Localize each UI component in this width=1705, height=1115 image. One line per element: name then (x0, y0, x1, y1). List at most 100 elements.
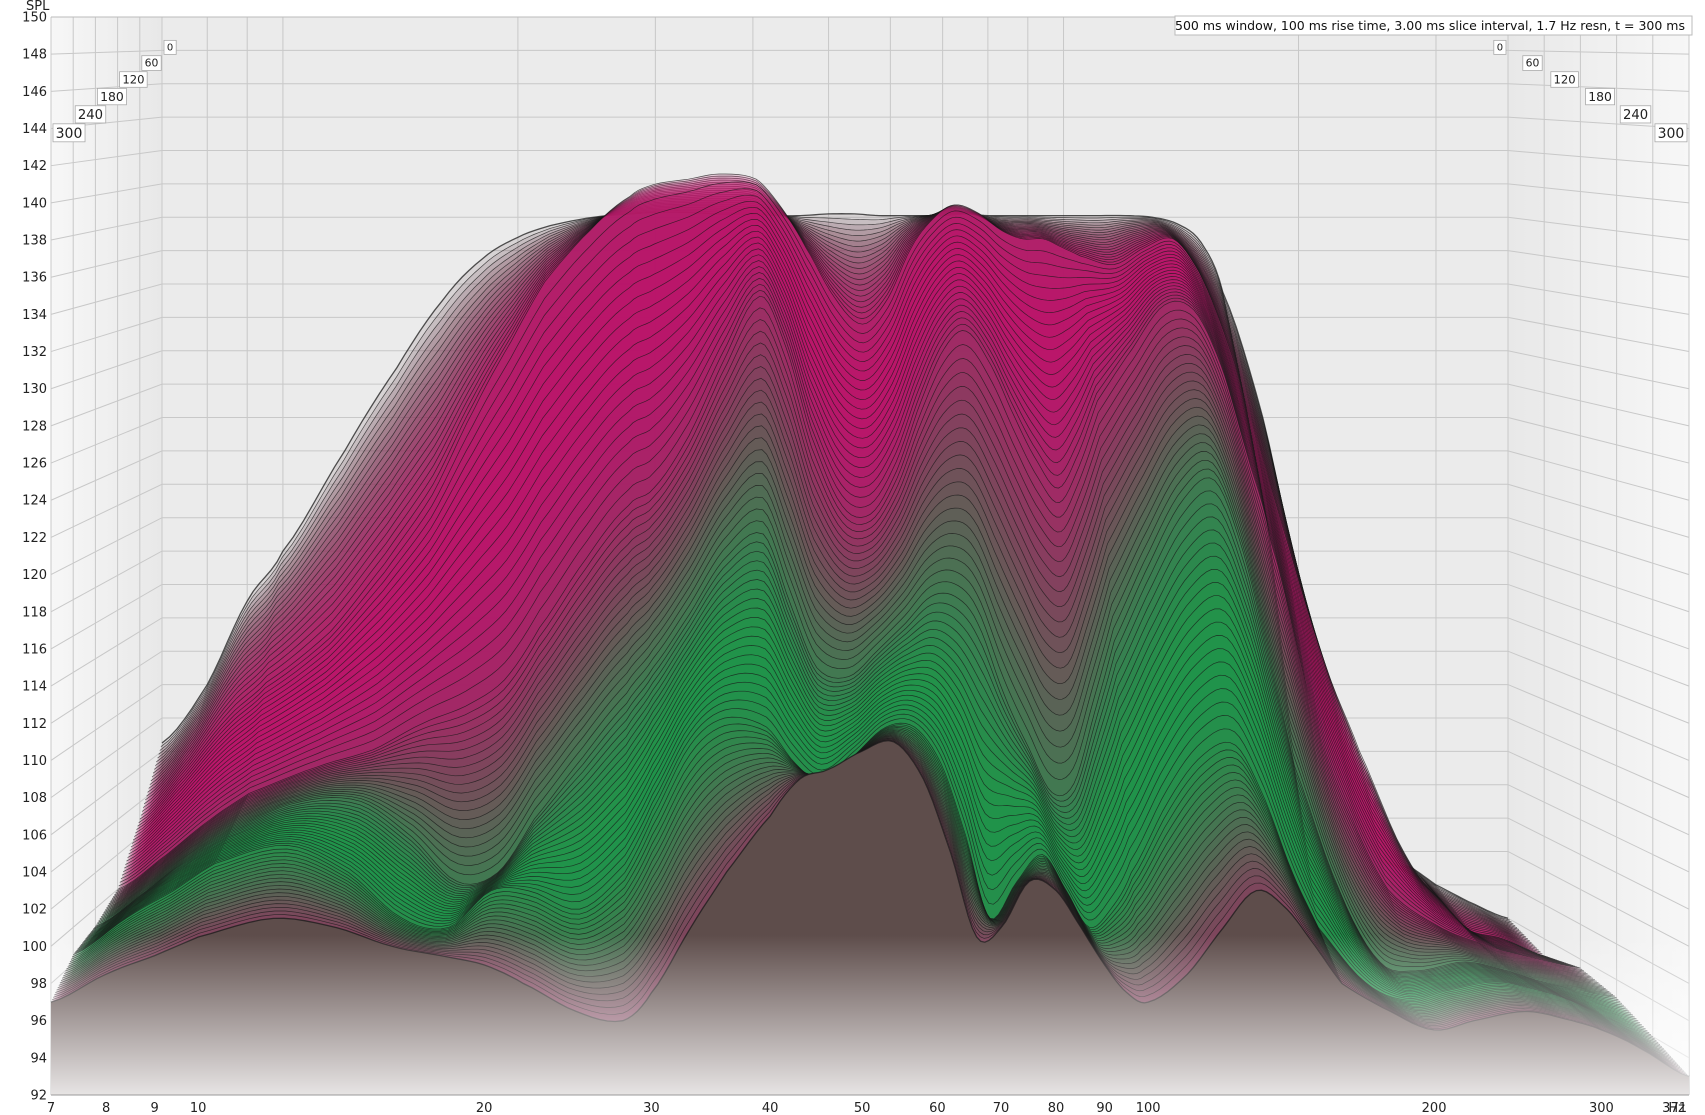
time-tick-label: 60 (1526, 57, 1540, 70)
x-tick-label: 9 (151, 1101, 159, 1115)
slice-fill (137, 188, 1548, 1010)
slice-line (96, 468, 1615, 997)
y-tick-label: 102 (22, 903, 47, 918)
x-tick-label: 40 (762, 1101, 779, 1115)
slice-line (110, 354, 1592, 978)
slice-line (131, 219, 1557, 961)
slice-line (85, 595, 1633, 1016)
slice-fill (155, 202, 1519, 992)
y-tick-label: 148 (22, 48, 47, 63)
slice-fill (142, 178, 1541, 1005)
slice-fill (126, 248, 1566, 1021)
slice-line (101, 424, 1606, 989)
slice-line (140, 175, 1543, 955)
slice-line (161, 211, 1509, 919)
slice-line (155, 201, 1519, 930)
slice-line (84, 608, 1635, 1018)
slice-fill (109, 363, 1594, 1037)
y-tick-label: 138 (22, 234, 47, 249)
slice-line (108, 371, 1595, 981)
y-tick-label: 106 (22, 828, 47, 843)
time-tick-box (1654, 123, 1688, 143)
time-tick-label: 300 (56, 126, 83, 142)
time-tick-box (141, 55, 162, 71)
slice-fill (117, 296, 1581, 1029)
slice-line (81, 635, 1639, 1022)
time-tick-box (1522, 55, 1543, 71)
slice-line (129, 230, 1561, 962)
y-tick-label: 144 (22, 122, 47, 137)
y-tick-label: 142 (22, 159, 47, 174)
slice-line (109, 363, 1594, 979)
slice-fill (156, 204, 1517, 991)
slice-fill (162, 212, 1508, 986)
annotation-box (1174, 15, 1693, 36)
slice-line (134, 206, 1554, 960)
y-tick-label: 92 (30, 1089, 47, 1104)
slice-line (115, 318, 1585, 972)
x-tick-label: 30 (643, 1101, 660, 1115)
slice-line (124, 260, 1570, 965)
annotation-text: 500 ms window, 100 ms rise time, 3.00 ms… (1175, 18, 1685, 33)
slice-line (123, 266, 1572, 966)
slice-line (111, 345, 1590, 976)
time-tick-label: 60 (145, 57, 159, 70)
x-tick-label: 371 (1662, 1101, 1687, 1115)
slice-line (147, 187, 1532, 943)
slice-fill (113, 336, 1588, 1034)
slice-line (116, 307, 1583, 970)
slice-line (130, 225, 1559, 962)
slice-fill (157, 205, 1516, 990)
slice-line (139, 173, 1545, 957)
time-tick-box (52, 123, 86, 143)
y-tick-label: 134 (22, 308, 47, 323)
slice-line (137, 188, 1548, 958)
y-tick-label: 94 (30, 1051, 47, 1066)
slice-fill (146, 186, 1534, 1001)
slice-line (128, 236, 1563, 963)
y-tick-label: 98 (30, 977, 47, 992)
slice-fill (140, 176, 1543, 1006)
slice-line (127, 242, 1565, 963)
slice-line (152, 197, 1523, 934)
slice-line (97, 459, 1614, 995)
x-tick-label: 90 (1096, 1101, 1113, 1115)
slice-line (100, 433, 1608, 991)
slice-fill (125, 254, 1568, 1022)
time-tick-box (74, 105, 107, 124)
time-tick-label: 0 (167, 42, 173, 53)
slice-fill (105, 398, 1601, 1042)
slice-fill (116, 307, 1583, 1031)
slice-line (153, 199, 1521, 932)
slice-line (93, 503, 1621, 1002)
time-tick-label: 180 (100, 89, 124, 104)
slice-line (114, 327, 1586, 973)
x-tick-label: 100 (1136, 1101, 1161, 1115)
slice-fill (107, 380, 1597, 1039)
x-axis-ticks: 7 8 9 10 20 30 40 50 60 70 80 90 100 200 300 371 (47, 1101, 1687, 1115)
y-tick-label: 110 (22, 754, 47, 769)
x-tick-label: 50 (854, 1101, 871, 1115)
time-tick-label: 120 (1554, 72, 1576, 86)
y-tick-label: 96 (30, 1014, 47, 1029)
slice-line (143, 181, 1538, 949)
y-tick-label: 132 (22, 345, 47, 360)
time-tick-box (1619, 105, 1652, 124)
x-axis-unit-label: Hz (1668, 1101, 1685, 1115)
slice-line (145, 183, 1536, 947)
slice-line (106, 389, 1599, 984)
slice-line (148, 189, 1530, 942)
slice-line (135, 200, 1552, 959)
slice-line (117, 295, 1581, 969)
time-tick-label: 240 (1623, 108, 1648, 123)
bottom-fade (51, 16, 1689, 1096)
y-tick-label: 118 (22, 605, 47, 620)
slice-line (125, 254, 1568, 965)
y-tick-label: 136 (22, 271, 47, 286)
slice-line (86, 582, 1632, 1014)
time-tick-label: 0 (1497, 42, 1503, 53)
y-tick-label: 140 (22, 196, 47, 211)
slice-line (104, 406, 1603, 986)
slice-line (151, 195, 1525, 936)
